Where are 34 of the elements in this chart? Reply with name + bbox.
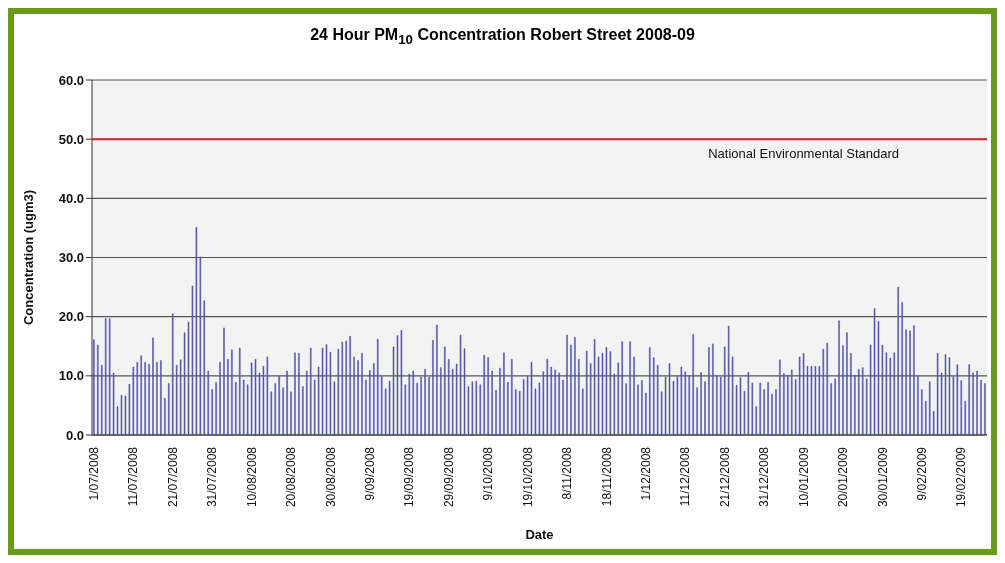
x-tick-label: 8/11/2008	[560, 446, 575, 500]
y-tick-label: 30.0	[58, 250, 84, 266]
x-tick-label: 29/09/2008	[441, 446, 456, 508]
x-tick-label: 9/09/2008	[362, 446, 377, 501]
x-tick-label: 10/01/2009	[796, 446, 811, 508]
y-axis-title: Concentration (ugm3)	[20, 189, 36, 326]
x-tick-label: 21/12/2008	[717, 446, 732, 508]
x-axis-title: Date	[525, 527, 554, 542]
x-tick-label: 9/10/2008	[481, 446, 496, 501]
x-tick-label: 30/08/2008	[323, 446, 338, 508]
x-tick-label: 11/12/2008	[678, 446, 693, 507]
x-tick-label: 9/02/2009	[914, 446, 929, 501]
x-tick-label: 20/08/2008	[284, 446, 299, 508]
y-tick-label: 20.0	[58, 309, 84, 325]
x-tick-label: 1/12/2008	[638, 446, 653, 501]
ref-line-label: National Environmental Standard	[708, 146, 899, 162]
x-tick-label: 19/09/2008	[402, 446, 417, 508]
y-tick-label: 40.0	[58, 190, 84, 206]
x-tick-label: 19/10/2008	[520, 446, 535, 508]
x-tick-label: 30/01/2009	[875, 446, 890, 508]
chart-title: 24 Hour PM$_{10}$ Concentration Robert Street 2008-09	[309, 26, 696, 48]
x-tick-label: 19/02/2009	[954, 446, 969, 508]
y-tick-label: 60.0	[58, 72, 84, 88]
x-tick-label: 1/07/2008	[86, 446, 101, 501]
y-tick-label: 10.0	[58, 368, 84, 384]
y-tick-label: 0.0	[65, 427, 84, 443]
x-tick-label: 31/07/2008	[205, 446, 220, 508]
x-tick-label: 31/12/2008	[757, 446, 772, 508]
x-tick-label: 20/01/2009	[836, 446, 851, 508]
x-tick-label: 11/07/2008	[126, 446, 141, 507]
x-tick-label: 10/08/2008	[244, 446, 259, 508]
x-tick-label: 21/07/2008	[165, 446, 180, 508]
y-tick-label: 50.0	[58, 131, 84, 147]
x-tick-label: 18/11/2008	[599, 446, 614, 507]
